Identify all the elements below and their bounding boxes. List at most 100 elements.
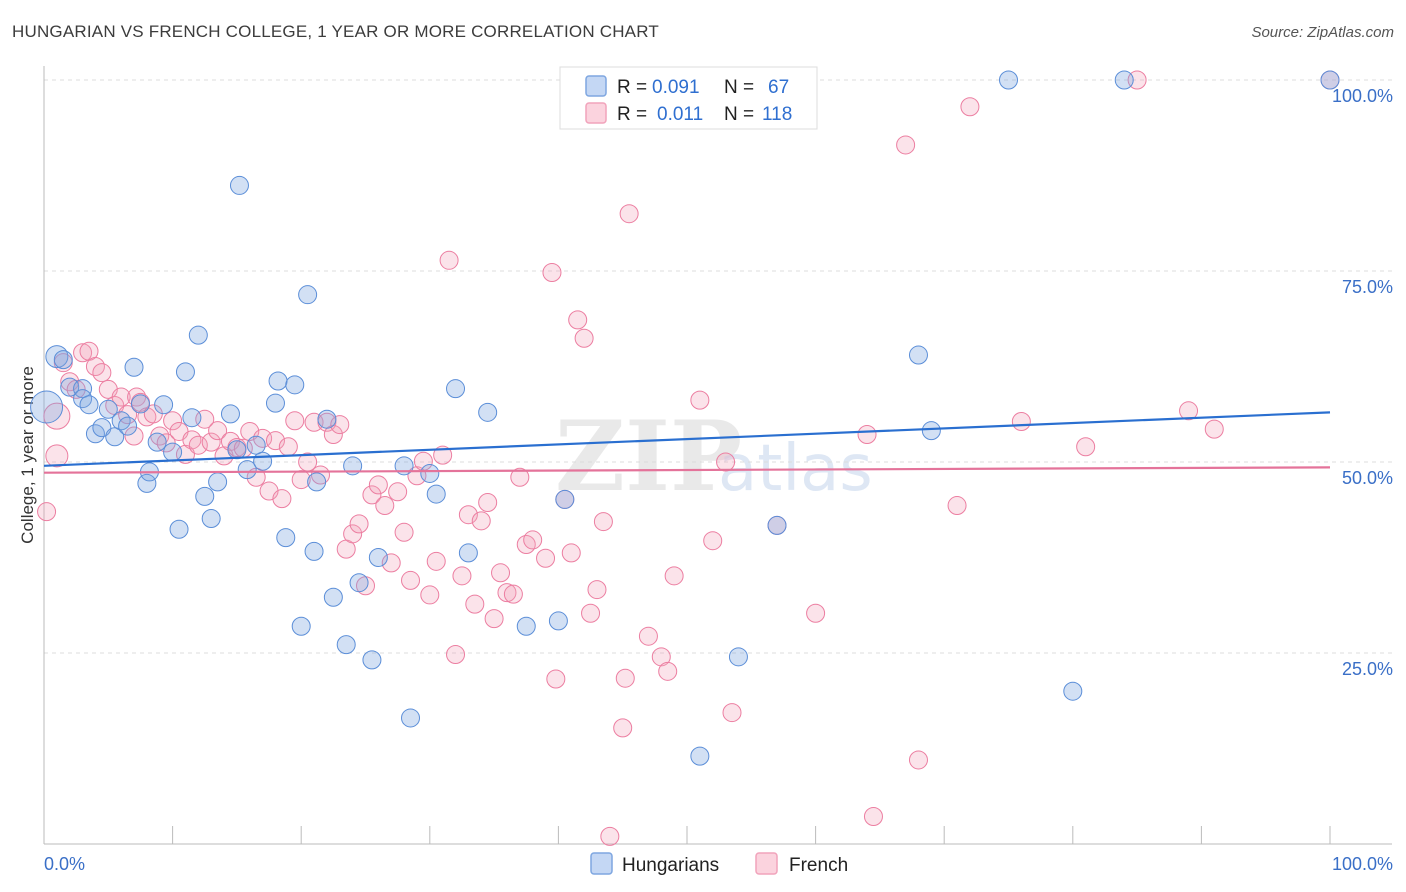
- hungarian-point-39: [304, 541, 324, 561]
- french-point-87: [593, 512, 613, 532]
- bottom-legend-swatch-french: [755, 852, 778, 875]
- bottom-legend-swatch-hungarians: [590, 852, 613, 875]
- axis-ticks: 0.0% 100.0%: [43, 826, 1393, 874]
- hungarian-point-4: [73, 379, 93, 399]
- hungarian-point-27: [220, 404, 240, 424]
- french-point-91: [619, 204, 639, 224]
- series-legend: Hungarians French: [590, 852, 848, 876]
- french-point-96: [690, 390, 710, 410]
- legend-swatch-hungarians: [585, 75, 607, 97]
- hungarian-point-22: [182, 408, 202, 428]
- hungarian-point-20: [169, 519, 189, 539]
- hungarian-point-24: [195, 486, 215, 506]
- hungarian-point-19: [163, 442, 183, 462]
- french-point-68: [465, 594, 485, 614]
- legend-r-value-hungarians: 0.091: [652, 77, 700, 98]
- hungarian-point-42: [323, 587, 343, 607]
- french-point-86: [587, 580, 607, 600]
- french-point-113: [1204, 419, 1224, 439]
- bottom-legend-label-french: French: [789, 855, 848, 876]
- french-point-6: [73, 343, 93, 363]
- legend-r-label-hungarians: R =: [617, 77, 647, 98]
- hungarian-point-14: [130, 394, 150, 414]
- french-point-69: [471, 511, 491, 531]
- french-point-83: [568, 310, 588, 330]
- hungarian-point-23: [188, 325, 208, 345]
- french-point-38: [272, 489, 292, 509]
- french-point-25: [188, 435, 208, 455]
- french-point-14: [124, 426, 144, 446]
- grid-lines: 25.0% 50.0% 75.0% 100.0%: [44, 79, 1393, 679]
- french-points: [37, 70, 1340, 846]
- french-point-70: [478, 492, 498, 512]
- x-tick-label-0: 0.0%: [44, 854, 85, 874]
- hungarian-point-46: [362, 650, 382, 670]
- french-point-64: [439, 250, 459, 270]
- hungarian-point-43: [336, 635, 356, 655]
- hungarian-point-30: [237, 460, 257, 480]
- french-point-71: [484, 609, 504, 629]
- french-point-94: [658, 661, 678, 681]
- french-point-92: [638, 626, 658, 646]
- french-point-108: [960, 97, 980, 117]
- french-point-95: [664, 566, 684, 586]
- y-tick-label-50: 50.0%: [1342, 468, 1393, 488]
- hungarian-point-58: [690, 746, 710, 766]
- french-trend-line: [43, 466, 1331, 474]
- french-point-103: [857, 424, 877, 444]
- hungarian-point-57: [555, 489, 575, 509]
- french-point-12: [111, 387, 131, 407]
- watermark-zip: ZIP: [555, 400, 742, 513]
- french-point-73: [497, 583, 517, 603]
- french-point-62: [426, 551, 446, 571]
- french-point-27: [201, 432, 221, 452]
- hungarian-point-12: [118, 416, 138, 436]
- french-point-112: [1179, 401, 1199, 421]
- hungarian-point-60: [767, 515, 787, 535]
- legend-n-label-hungarians: N =: [724, 77, 754, 98]
- french-point-9: [92, 363, 112, 383]
- hungarian-point-10: [105, 427, 125, 447]
- hungarian-point-11: [111, 411, 131, 431]
- french-point-89: [613, 718, 633, 738]
- french-point-56: [388, 482, 408, 502]
- french-point-77: [523, 530, 543, 550]
- french-point-78: [536, 548, 556, 568]
- french-point-66: [452, 566, 472, 586]
- legend-n-value-hungarians: 67: [768, 77, 789, 98]
- french-point-93: [651, 647, 671, 667]
- hungarian-point-29: [229, 175, 249, 195]
- y-tick-label-100: 100.0%: [1332, 86, 1393, 106]
- french-point-80: [546, 669, 566, 689]
- french-point-0: [37, 502, 57, 522]
- french-point-47: [330, 415, 350, 435]
- french-point-110: [1076, 437, 1096, 457]
- legend-n-value-french: 118: [762, 104, 792, 125]
- hungarian-point-33: [265, 393, 285, 413]
- hungarian-point-26: [208, 472, 228, 492]
- correlation-legend: R = 0.091 N = 67 R = 0.011 N = 118: [559, 66, 818, 130]
- hungarian-points: [30, 70, 1340, 766]
- hungarian-point-49: [401, 708, 421, 728]
- hungarian-point-62: [921, 421, 941, 441]
- french-point-106: [908, 750, 928, 770]
- hungarian-point-35: [276, 528, 296, 548]
- french-point-2: [45, 444, 69, 468]
- legend-n-label-french: N =: [724, 104, 754, 125]
- x-tick-label-100: 100.0%: [1332, 854, 1393, 874]
- hungarian-point-65: [1114, 70, 1134, 90]
- french-point-65: [446, 645, 466, 665]
- french-point-75: [510, 467, 530, 487]
- hungarian-point-38: [298, 285, 318, 305]
- hungarian-point-56: [548, 611, 568, 631]
- hungarian-point-41: [317, 409, 337, 429]
- hungarian-point-0: [30, 390, 64, 424]
- french-point-53: [368, 475, 388, 495]
- hungarian-point-59: [728, 647, 748, 667]
- hungarian-point-37: [291, 616, 311, 636]
- french-point-39: [278, 437, 298, 457]
- hungarian-point-2: [53, 350, 73, 370]
- legend-r-value-french: 0.011: [657, 104, 703, 125]
- hungarian-point-40: [307, 472, 327, 492]
